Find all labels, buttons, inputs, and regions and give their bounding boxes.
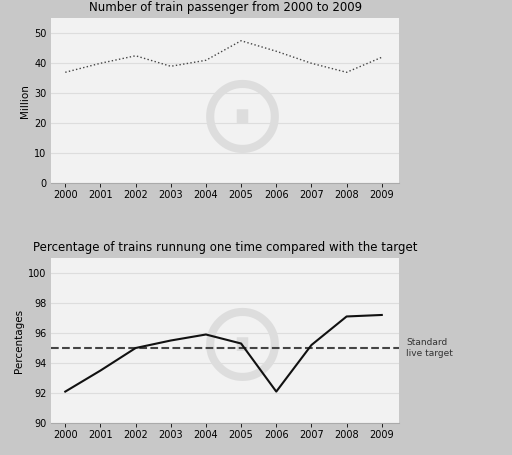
Title: Percentage of trains runnung one time compared with the target: Percentage of trains runnung one time co… <box>33 241 417 254</box>
Text: ⊙: ⊙ <box>196 295 289 402</box>
Text: ⊙: ⊙ <box>196 67 289 174</box>
Text: Standard
live target: Standard live target <box>407 339 453 358</box>
Title: Number of train passenger from 2000 to 2009: Number of train passenger from 2000 to 2… <box>89 1 362 14</box>
Y-axis label: Million: Million <box>20 84 30 118</box>
Y-axis label: Percentages: Percentages <box>14 308 24 373</box>
